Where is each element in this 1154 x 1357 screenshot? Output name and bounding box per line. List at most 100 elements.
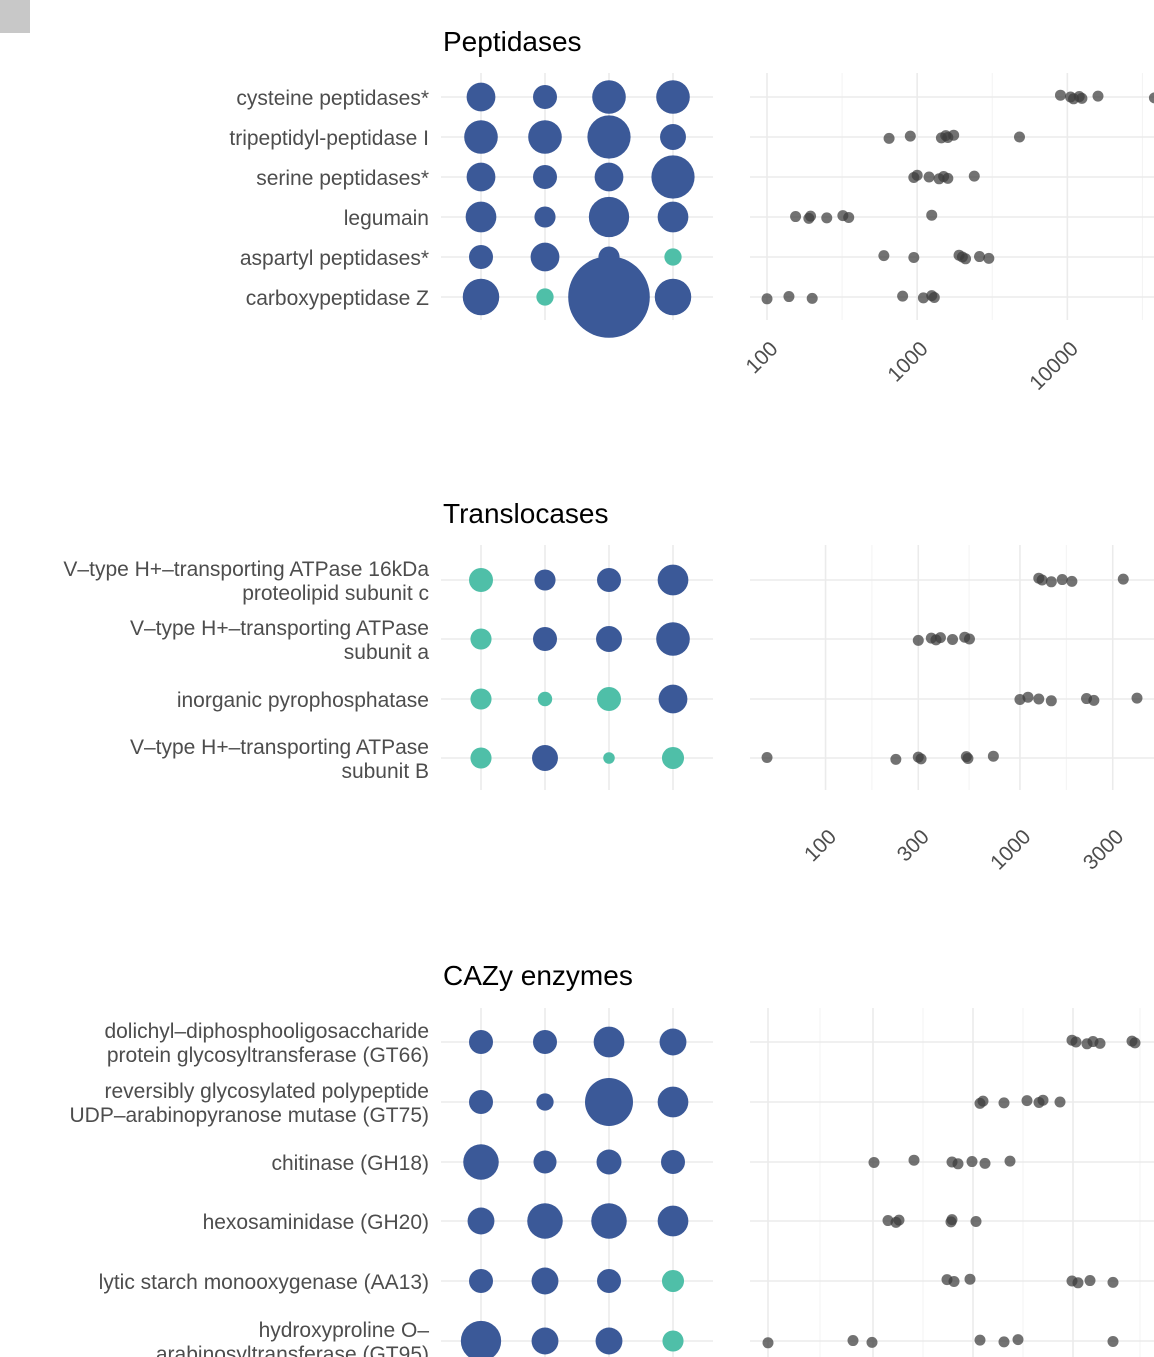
data-point [960,253,972,265]
row-label-line: arabinosyltransferase (GT95) [156,1343,429,1357]
row-label-line: V–type H+–transporting ATPase [130,617,429,640]
row-cazy-enzymes: hydroxyproline O– arabinosyltransferase (… [156,1319,1119,1357]
row-cazy-enzymes: chitinase (GH18) [271,1144,1016,1180]
translocases-gridlines [750,545,1154,790]
data-point [805,210,817,222]
row-label-line: V–type H+–transporting ATPase [130,736,429,759]
bubble-low [603,752,615,764]
data-point [1092,90,1104,102]
data-point [1107,1335,1119,1347]
data-point [974,1334,986,1346]
bubble-low [661,1269,685,1293]
data-point [908,1154,920,1166]
row-label-line: inorganic pyrophosphatase [177,689,429,712]
bubble-low [537,691,553,707]
bubble-high [533,1030,557,1054]
bubble-high [469,1269,493,1293]
bubble-high [591,1203,627,1239]
row-label-line: protein glycosyltransferase (GT66) [107,1044,429,1067]
data-point [966,1156,978,1168]
data-point [928,291,940,303]
data-point [1072,1277,1084,1289]
row-label-line: V–type H+–transporting ATPase 16kDa [63,558,429,581]
panel-cazy-enzymes: dolichyl–diphosphooligosaccharide protein… [69,1008,1154,1357]
row-label-line: carboxypeptidase Z [246,287,429,310]
bubble-high [657,201,689,233]
row-label: reversibly glycosylated polypeptide UDP–a… [69,1080,429,1127]
row-label: hexosaminidase (GH20) [203,1211,429,1234]
row-peptidases: cysteine peptidases* [236,80,1154,114]
panel-title-peptidases: Peptidases [443,26,582,57]
row-label-line: serine peptidases* [256,167,429,190]
row-translocases: V–type H+–transporting ATPase 16kDa prote… [63,558,1129,605]
bubble-high [592,80,626,114]
data-point [973,251,985,263]
row-label: carboxypeptidase Z [246,287,429,310]
data-point [790,211,802,223]
row-label-line: UDP–arabinopyranose mutase (GT75) [69,1104,429,1127]
row-label: cysteine peptidases* [236,87,429,110]
data-point [1117,573,1129,585]
data-point [1088,694,1100,706]
row-label-line: subunit a [344,641,430,664]
row-cazy-enzymes: hexosaminidase (GH20) [203,1203,982,1239]
row-label-line: legumain [344,207,429,230]
bubble-high [593,1026,625,1058]
bubble-high [533,165,557,189]
data-point [806,292,818,304]
bubble-high [466,162,496,192]
data-point [911,169,923,181]
data-point [1094,1037,1106,1049]
bubble-high [596,626,622,652]
panel-translocases: V–type H+–transporting ATPase 16kDa prote… [63,545,1154,875]
bubble-high [656,80,690,114]
bubble-low [470,628,492,650]
data-point [1045,695,1057,707]
bubble-low [661,746,685,770]
data-point [866,1336,878,1348]
data-point [998,1097,1010,1109]
data-point [1036,574,1048,586]
data-point [952,1158,964,1170]
bubble-high [659,1028,687,1056]
data-point [1131,692,1143,704]
bubble-low [597,687,621,711]
data-point [942,172,954,184]
x-tick-label: 1000 [986,825,1035,874]
row-cazy-enzymes: dolichyl–diphosphooligosaccharide protein… [104,1020,1141,1067]
bubble-low [470,747,492,769]
bubble-high [463,1144,499,1180]
bubble-high [654,278,692,316]
data-point [868,1156,880,1168]
x-tick-label: 300 [893,825,934,866]
row-label-line: cysteine peptidases* [236,87,429,110]
data-point [962,752,974,764]
bubble-high [657,1086,689,1118]
bubble-high [460,1320,502,1357]
row-cazy-enzymes: lytic starch monooxygenase (AA13) [99,1267,1119,1295]
row-label: V–type H+–transporting ATPase subunit B [130,736,429,783]
data-point [1054,89,1066,101]
bubble-high [469,1090,493,1114]
data-point [947,633,959,645]
data-point [970,1215,982,1227]
bubble-high [527,1203,563,1239]
x-tick-label: 10000 [1025,337,1083,395]
data-point [1054,1096,1066,1108]
row-label: lytic starch monooxygenase (AA13) [99,1271,429,1294]
data-point [1022,691,1034,703]
row-peptidases: legumain [344,196,938,238]
row-translocases: inorganic pyrophosphatase [177,684,1143,714]
row-cazy-enzymes: reversibly glycosylated polypeptide UDP–a… [69,1078,1066,1127]
bubble-high [585,1078,633,1126]
row-label-line: reversibly glycosylated polypeptide [104,1080,429,1103]
data-point [878,250,890,262]
cazy-enzymes-gridlines [750,1008,1154,1357]
bubble-low [470,688,492,710]
bubble-high [588,196,630,238]
bubble-high [531,1327,559,1355]
bubble-high [530,242,560,272]
data-point [1084,1275,1096,1287]
data-point [1129,1037,1141,1049]
panel-peptidases: cysteine peptidases* tripeptidyl-peptidas… [229,73,1154,395]
